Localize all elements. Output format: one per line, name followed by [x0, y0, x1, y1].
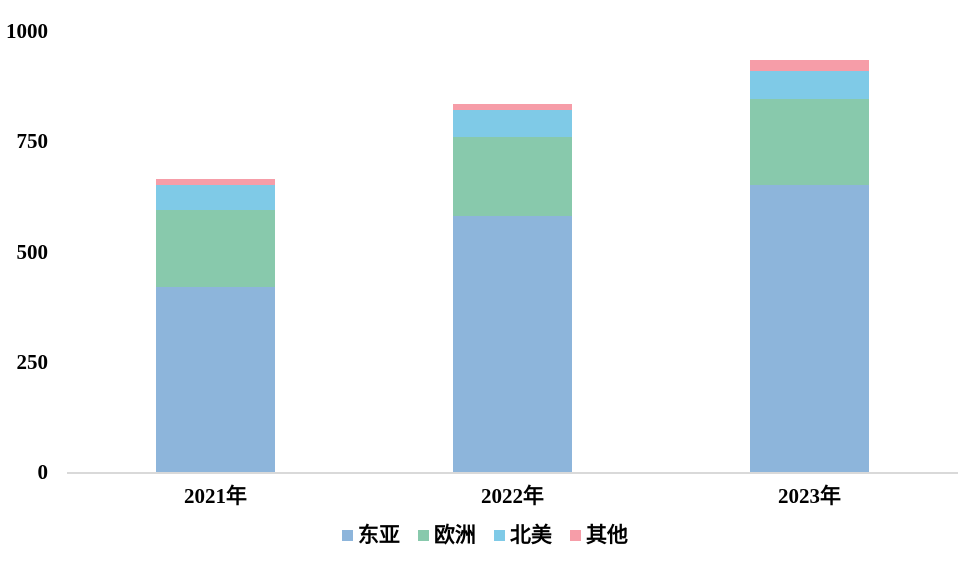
y-axis-tick-label: 750	[16, 129, 49, 154]
legend-swatch	[342, 529, 353, 541]
x-axis-label: 2021年	[184, 484, 247, 508]
bar-segment	[750, 59, 869, 71]
bar-segment	[156, 185, 275, 210]
x-axis-line	[67, 471, 958, 474]
legend-label: 北美	[510, 523, 552, 547]
bar-segment	[453, 136, 572, 217]
legend-swatch	[494, 529, 505, 541]
bar-segment	[750, 185, 869, 472]
legend-item: 欧洲	[418, 524, 476, 546]
y-axis-tick-label: 500	[16, 239, 49, 264]
x-axis-label: 2023年	[778, 484, 841, 508]
chart-legend: 东亚 欧洲 北美 其他	[0, 524, 970, 546]
y-axis-tick-label: 1000	[6, 19, 48, 43]
bar-segment	[453, 110, 572, 137]
legend-label: 其他	[586, 523, 628, 547]
legend-label: 欧洲	[434, 523, 476, 547]
legend-swatch	[418, 529, 429, 541]
y-axis-tick-label: 0	[37, 460, 49, 484]
y-axis-tick-label: 250	[16, 349, 49, 374]
bar-segment	[156, 209, 275, 287]
bar-segment	[750, 70, 869, 100]
legend-item: 北美	[494, 524, 552, 546]
legend-item: 东亚	[342, 524, 400, 546]
bar-segment	[156, 178, 275, 186]
bar-segment	[453, 103, 572, 111]
bar-segment	[750, 99, 869, 186]
bar-segment	[156, 286, 275, 472]
legend-swatch	[570, 529, 581, 541]
legend-item: 其他	[570, 524, 628, 546]
legend-label: 东亚	[358, 523, 400, 547]
bar-segment	[453, 216, 572, 472]
x-axis-label: 2022年	[481, 484, 544, 508]
